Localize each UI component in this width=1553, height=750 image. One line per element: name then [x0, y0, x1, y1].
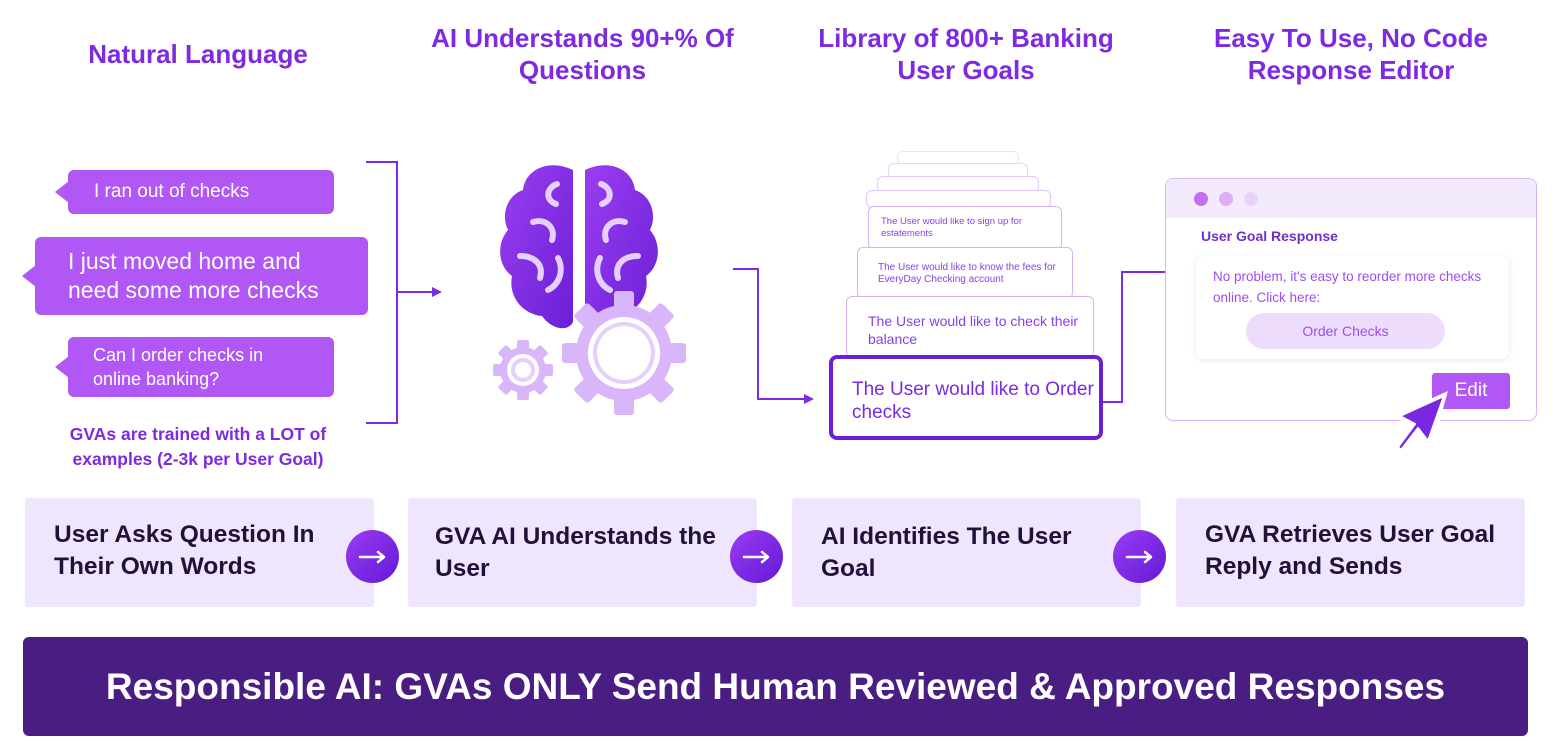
window-dot — [1219, 192, 1233, 206]
order-checks-button[interactable]: Order Checks — [1246, 313, 1445, 349]
question-text: I ran out of checks — [94, 181, 250, 202]
heading-library: Library of 800+ Banking User Goals — [818, 23, 1114, 85]
goal-to-editor-connector — [1103, 267, 1178, 403]
question-bubble: I just moved home and need some more che… — [22, 237, 368, 315]
reply-text: No problem, it's easy to reorder more ch… — [1213, 269, 1482, 305]
questions-bracket-connector — [366, 161, 442, 424]
small-gear-icon — [493, 340, 553, 400]
response-editor-window: User Goal Response No problem, it's easy… — [1165, 178, 1537, 421]
editor-title: User Goal Response — [1201, 228, 1338, 244]
arrow-right-icon — [346, 530, 399, 583]
bubble-tail — [22, 265, 36, 287]
window-titlebar — [1166, 179, 1536, 218]
bubble-tail — [55, 356, 69, 378]
heading-ai-understands: AI Understands 90+% Of Questions — [431, 23, 734, 85]
arrow-right-icon — [1113, 530, 1166, 583]
step-label: GVA Retrieves User Goal Reply and Sends — [1205, 521, 1496, 580]
reply-card: No problem, it's easy to reorder more ch… — [1196, 256, 1509, 359]
step-label: User Asks Question In Their Own Words — [54, 521, 315, 580]
goal-card-balance: The User would like to check their balan… — [846, 296, 1094, 358]
responsible-ai-banner: Responsible AI: GVAs ONLY Send Human Rev… — [23, 637, 1528, 736]
step-box: User Asks Question In Their Own Words — [25, 498, 374, 607]
question-bubble: I ran out of checks — [55, 170, 334, 214]
step-label: AI Identifies The User Goal — [821, 523, 1072, 582]
window-dot — [1244, 192, 1258, 206]
heading-natural-language: Natural Language — [88, 39, 308, 69]
step-box: AI Identifies The User Goal — [792, 498, 1141, 607]
goal-card-estatements: The User would like to sign up for estat… — [868, 206, 1062, 250]
question-text: Can I order checks in online banking? — [93, 345, 264, 389]
step-box: GVA AI Understands the User — [408, 498, 757, 607]
gear-icon — [562, 291, 686, 415]
arrow-right-icon — [730, 530, 783, 583]
brain-icon — [500, 165, 658, 329]
training-note: GVAs are trained with a LOT of examples … — [69, 424, 327, 469]
cursor-icon — [1392, 391, 1448, 455]
question-bubble: Can I order checks in online banking? — [55, 337, 334, 397]
goal-card-order-checks: The User would like to Order checks — [829, 355, 1103, 440]
edit-button[interactable]: Edit — [1432, 373, 1510, 409]
heading-response-editor: Easy To Use, No Code Response Editor — [1213, 23, 1489, 85]
bubble-tail — [55, 181, 69, 203]
window-dot — [1194, 192, 1208, 206]
goal-card-fees: The User would like to know the fees for… — [857, 247, 1073, 299]
step-box: GVA Retrieves User Goal Reply and Sends — [1176, 498, 1525, 607]
step-label: GVA AI Understands the User — [435, 523, 716, 582]
brain-to-goal-connector — [733, 268, 814, 404]
question-text: I just moved home and need some more che… — [68, 248, 319, 303]
